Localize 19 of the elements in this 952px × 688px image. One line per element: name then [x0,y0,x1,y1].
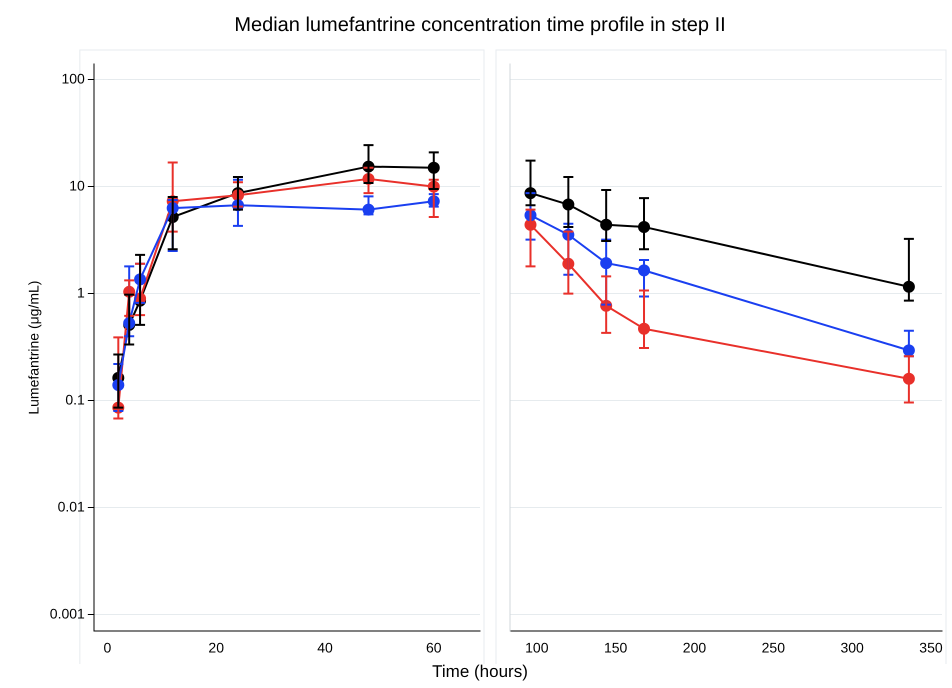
chart-title: Median lumefantrine concentration time profile in step II [233,14,727,37]
y-tick-label: 0.1 [65,391,86,408]
x-tick-label: 0 [104,639,112,656]
x-tick-label: 20 [208,639,224,656]
x-tick-label: 100 [525,639,549,656]
x-tick-label: 150 [604,639,628,656]
x-tick-label: 350 [919,639,943,656]
y-tick-label: 10 [69,177,86,194]
x-tick-label: 250 [762,639,786,656]
x-tick-label: 300 [840,639,864,656]
y-tick-label: 0.01 [58,498,86,514]
x-tick-label: 40 [317,639,333,656]
y-tick-label: 100 [61,70,86,86]
y-tick-label: 1 [77,284,86,300]
y-tick-label: 0.001 [50,605,86,622]
y-axis-title: Lumefantrine (μg/mL) [25,280,42,415]
x-tick-label: 60 [426,639,442,656]
x-tick-label: 200 [682,639,706,656]
x-axis-title: Time (hours) [431,662,529,682]
